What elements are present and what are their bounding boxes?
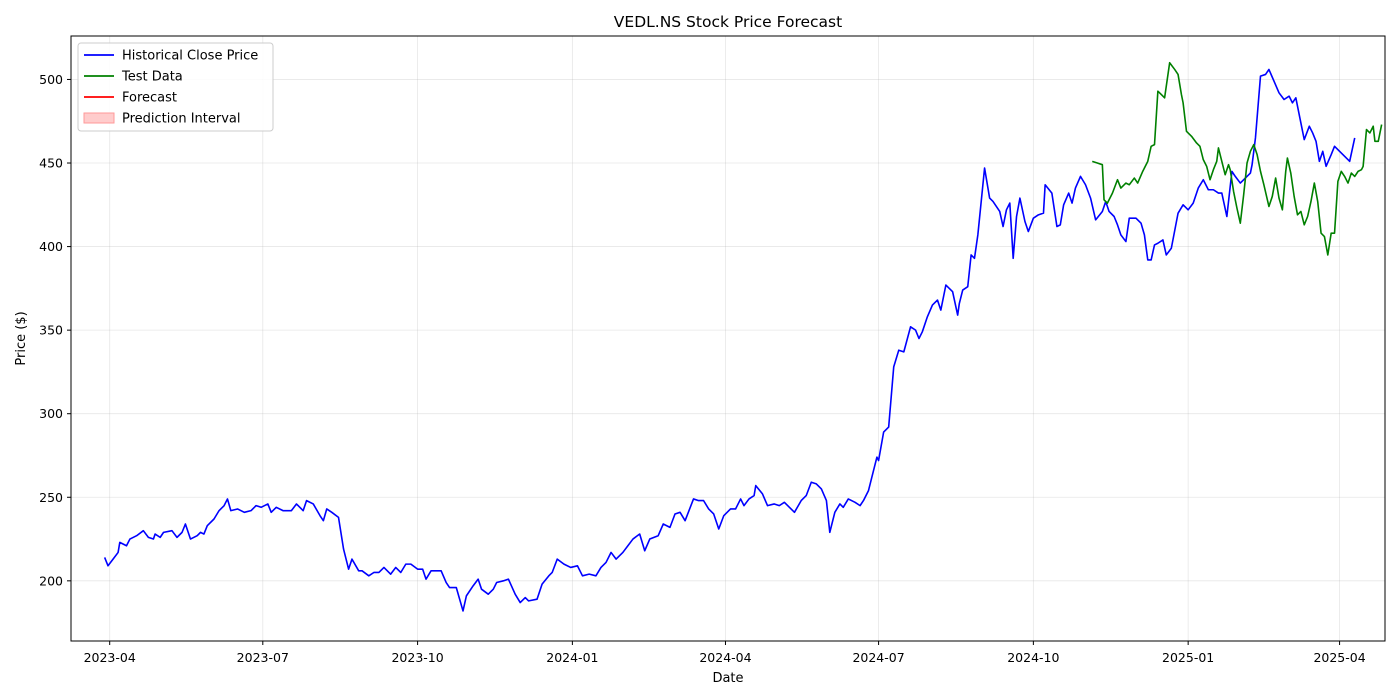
y-tick-label: 400 <box>39 239 63 254</box>
legend-label-test-data: Test Data <box>121 70 183 85</box>
y-tick-label: 300 <box>39 406 63 421</box>
x-axis-label: Date <box>712 671 743 686</box>
plot-area-frame <box>70 35 1386 642</box>
x-tick-label: 2024-04 <box>699 650 751 665</box>
chart-title: VEDL.NS Stock Price Forecast <box>614 13 842 31</box>
series-line-historical-close-price <box>103 68 1356 612</box>
legend-label-historical-close-price: Historical Close Price <box>122 49 258 64</box>
x-tick-label: 2023-10 <box>391 650 443 665</box>
x-tick-label: 2024-10 <box>1007 650 1059 665</box>
series-line-test-data <box>1091 61 1383 256</box>
x-tick-label: 2024-07 <box>852 650 904 665</box>
legend-box <box>77 42 274 132</box>
legend-swatch-prediction-interval <box>83 112 115 124</box>
x-tick-label: 2025-01 <box>1162 650 1214 665</box>
legend-label-forecast: Forecast <box>122 91 177 106</box>
y-axis: 200 250 300 350 400 450 500 <box>39 72 71 588</box>
y-tick-label: 450 <box>39 156 63 171</box>
grid-lines <box>71 36 1385 641</box>
legend: Historical Close Price Test Data Forecast P… <box>77 42 274 132</box>
x-tick-label: 2023-04 <box>84 650 136 665</box>
x-tick-label: 2023-07 <box>237 650 289 665</box>
legend-label-prediction-interval: Prediction Interval <box>122 112 241 127</box>
x-tick-label: 2025-04 <box>1313 650 1365 665</box>
y-tick-label: 250 <box>39 490 63 505</box>
x-axis: 2023-04 2023-07 2023-10 2024-01 2024-04 2024-… <box>84 641 1366 665</box>
y-tick-label: 350 <box>39 323 63 338</box>
y-axis-label: Price ($) <box>14 311 29 365</box>
series-layer <box>103 61 1383 612</box>
x-tick-label: 2024-01 <box>546 650 598 665</box>
y-tick-label: 200 <box>39 573 63 588</box>
y-tick-label: 500 <box>39 72 63 87</box>
